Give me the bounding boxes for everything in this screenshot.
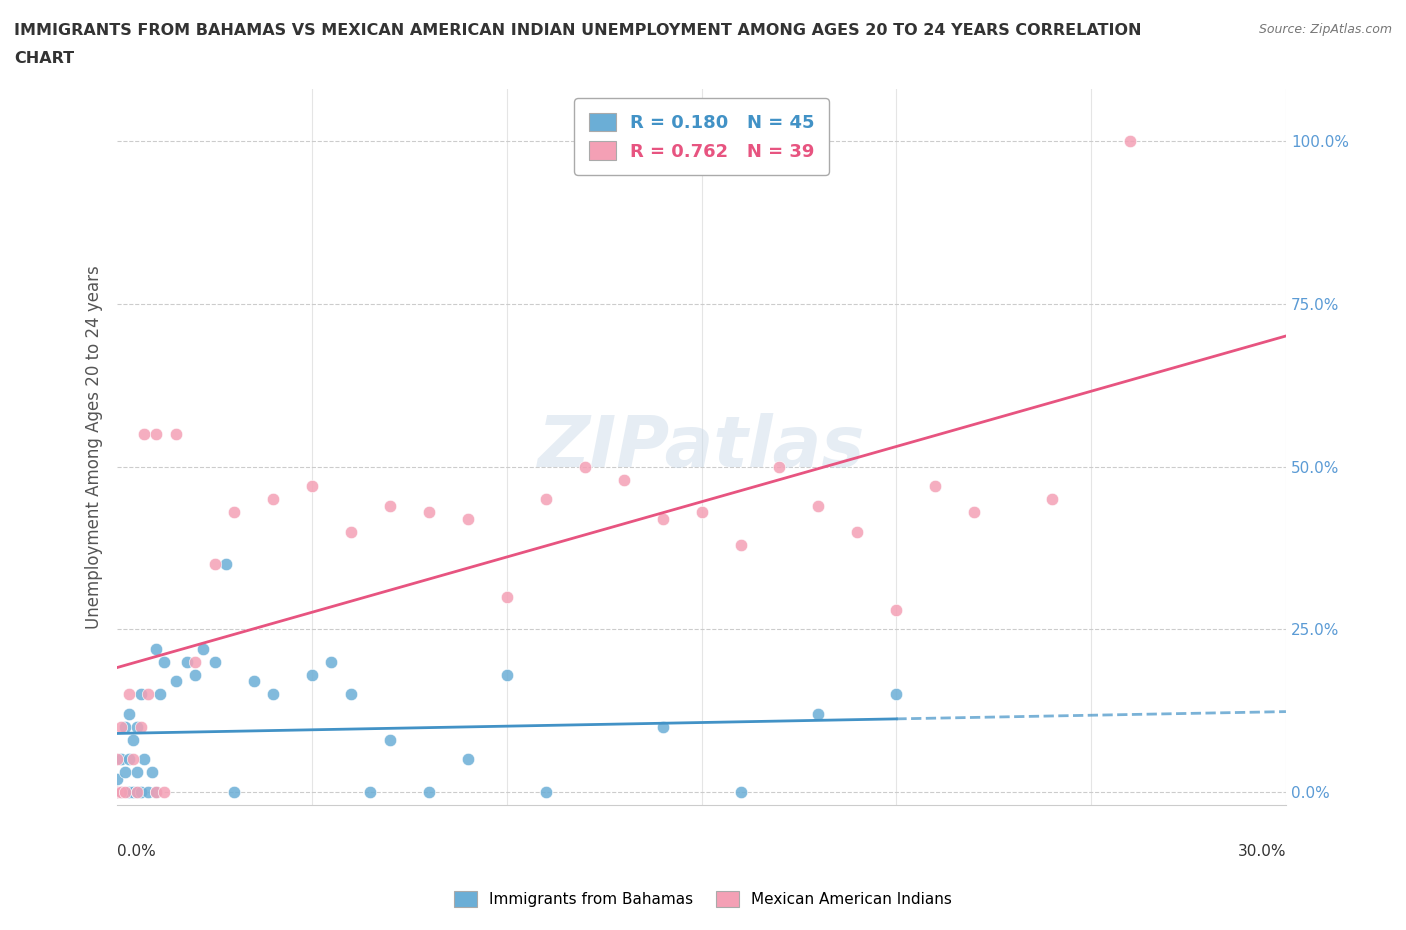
Point xyxy=(262,492,284,507)
Point xyxy=(495,590,517,604)
Point xyxy=(121,732,143,747)
Point xyxy=(651,512,673,526)
Point xyxy=(145,784,167,799)
Point xyxy=(125,784,148,799)
Point xyxy=(886,603,908,618)
Point xyxy=(110,784,132,799)
Point xyxy=(153,655,176,670)
Legend: Immigrants from Bahamas, Mexican American Indians: Immigrants from Bahamas, Mexican America… xyxy=(447,884,959,913)
Point xyxy=(1040,492,1063,507)
Point xyxy=(807,498,830,513)
Point xyxy=(340,687,363,702)
Point xyxy=(134,427,156,442)
Point xyxy=(129,719,152,734)
Point xyxy=(145,784,167,799)
Point xyxy=(118,751,141,766)
Text: IMMIGRANTS FROM BAHAMAS VS MEXICAN AMERICAN INDIAN UNEMPLOYMENT AMONG AGES 20 TO: IMMIGRANTS FROM BAHAMAS VS MEXICAN AMERI… xyxy=(14,23,1142,38)
Point xyxy=(121,751,143,766)
Point xyxy=(204,655,226,670)
Point xyxy=(138,784,160,799)
Legend: R = 0.180   N = 45, R = 0.762   N = 39: R = 0.180 N = 45, R = 0.762 N = 39 xyxy=(574,99,830,175)
Point xyxy=(138,687,160,702)
Point xyxy=(963,505,986,520)
Point xyxy=(321,655,343,670)
Point xyxy=(222,505,245,520)
Point xyxy=(378,498,401,513)
Point xyxy=(534,492,557,507)
Point xyxy=(129,687,152,702)
Point xyxy=(165,674,187,689)
Text: ZIPatlas: ZIPatlas xyxy=(538,413,865,482)
Y-axis label: Unemployment Among Ages 20 to 24 years: Unemployment Among Ages 20 to 24 years xyxy=(86,265,103,629)
Point xyxy=(378,732,401,747)
Point xyxy=(651,719,673,734)
Point xyxy=(807,706,830,721)
Point xyxy=(262,687,284,702)
Point xyxy=(153,784,176,799)
Point xyxy=(359,784,381,799)
Text: 30.0%: 30.0% xyxy=(1237,844,1286,859)
Point xyxy=(134,751,156,766)
Point xyxy=(340,525,363,539)
Point xyxy=(191,642,214,657)
Point xyxy=(418,505,440,520)
Point xyxy=(145,642,167,657)
Point xyxy=(149,687,172,702)
Point xyxy=(105,784,128,799)
Text: 0.0%: 0.0% xyxy=(117,844,156,859)
Point xyxy=(110,751,132,766)
Point xyxy=(574,459,596,474)
Point xyxy=(418,784,440,799)
Point xyxy=(105,751,128,766)
Point xyxy=(105,771,128,786)
Text: Source: ZipAtlas.com: Source: ZipAtlas.com xyxy=(1258,23,1392,36)
Point xyxy=(114,719,136,734)
Point xyxy=(114,764,136,779)
Point xyxy=(846,525,869,539)
Point xyxy=(118,706,141,721)
Point xyxy=(730,784,752,799)
Point xyxy=(145,427,167,442)
Point xyxy=(301,479,323,494)
Point xyxy=(495,668,517,683)
Point xyxy=(924,479,946,494)
Point xyxy=(110,784,132,799)
Point xyxy=(301,668,323,683)
Point xyxy=(125,784,148,799)
Point xyxy=(118,687,141,702)
Point xyxy=(690,505,713,520)
Point xyxy=(105,784,128,799)
Point xyxy=(768,459,790,474)
Point xyxy=(184,668,207,683)
Point xyxy=(110,719,132,734)
Point xyxy=(114,784,136,799)
Point xyxy=(730,538,752,552)
Point xyxy=(141,764,163,779)
Point xyxy=(534,784,557,799)
Point xyxy=(457,512,479,526)
Point xyxy=(125,764,148,779)
Point xyxy=(118,784,141,799)
Point xyxy=(242,674,264,689)
Point xyxy=(129,784,152,799)
Point xyxy=(215,557,238,572)
Text: CHART: CHART xyxy=(14,51,75,66)
Point xyxy=(613,472,636,487)
Point xyxy=(204,557,226,572)
Point xyxy=(457,751,479,766)
Point xyxy=(165,427,187,442)
Point xyxy=(886,687,908,702)
Point xyxy=(121,784,143,799)
Point xyxy=(176,655,198,670)
Point xyxy=(184,655,207,670)
Point xyxy=(222,784,245,799)
Point xyxy=(125,719,148,734)
Point xyxy=(1119,134,1142,149)
